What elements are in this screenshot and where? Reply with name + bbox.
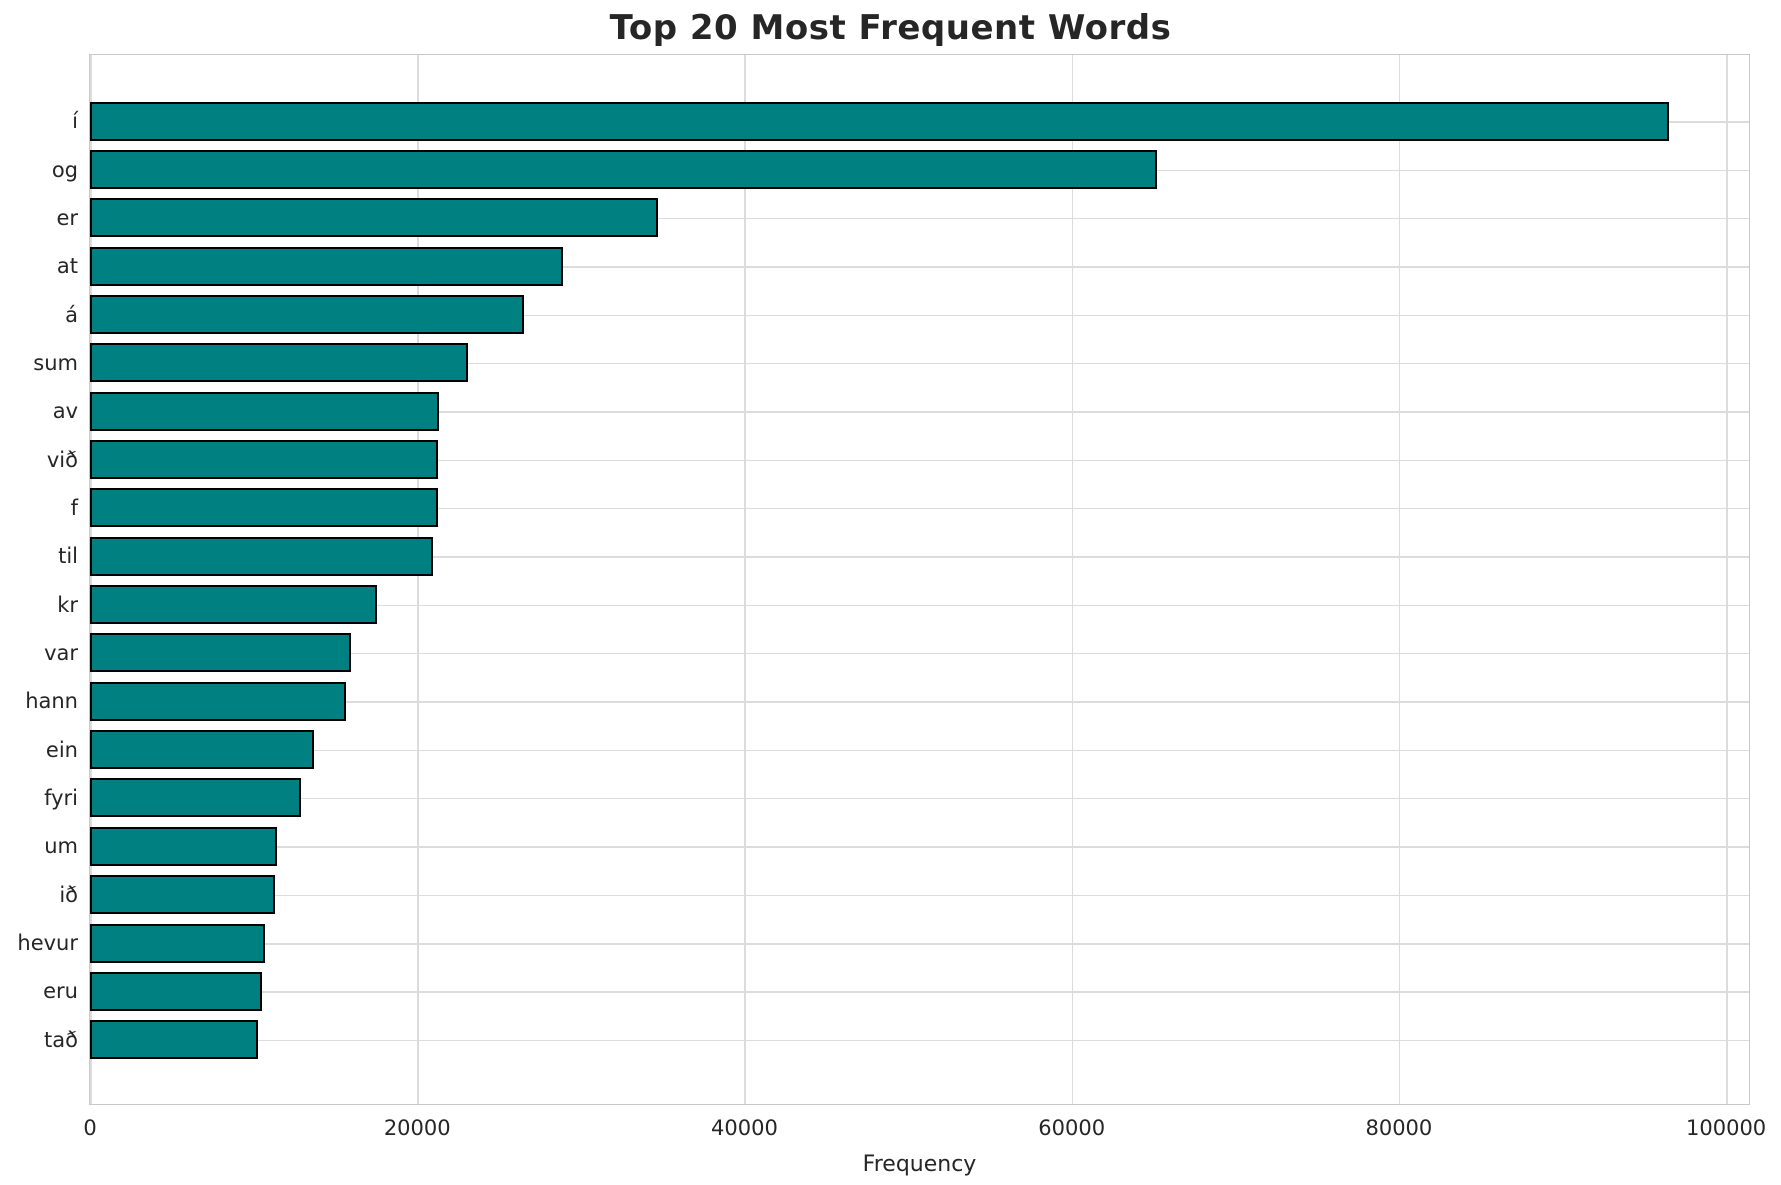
horizontal-gridline — [90, 217, 1749, 220]
bar-row: ið — [59, 871, 1749, 919]
bar-til — [90, 536, 433, 576]
horizontal-gridline — [90, 749, 1749, 752]
horizontal-gridline — [90, 797, 1749, 800]
bar-tað — [90, 1020, 258, 1060]
bar-row: ein — [46, 725, 1749, 773]
bar-row: eru — [43, 967, 1749, 1015]
bar-ein — [90, 730, 315, 770]
y-tick-label: og — [51, 157, 78, 182]
y-tick-label: er — [56, 205, 78, 230]
bar-row: tað — [44, 1016, 1749, 1064]
bar-hann — [90, 681, 347, 721]
bar-row: sum — [33, 339, 1749, 387]
horizontal-gridline — [90, 1039, 1749, 1042]
vertical-gridline — [417, 55, 419, 1104]
chart-title: Top 20 Most Frequent Words — [609, 8, 1172, 48]
bar-sum — [90, 343, 468, 383]
horizontal-gridline — [90, 701, 1749, 703]
bar-f — [90, 488, 438, 528]
bar-row: var — [44, 629, 1749, 677]
bar-ið — [90, 875, 275, 915]
x-tick-label: 60000 — [1038, 1116, 1106, 1140]
bar-row: kr — [57, 580, 1749, 628]
bar-row: og — [52, 145, 1749, 193]
horizontal-gridline — [90, 894, 1749, 897]
bar-row: fyri — [44, 774, 1749, 822]
bar-við — [90, 440, 439, 480]
horizontal-gridline — [90, 556, 1749, 558]
y-tick-label: ein — [45, 737, 78, 762]
bar-fyri — [90, 778, 302, 818]
y-tick-label: til — [58, 544, 78, 569]
vertical-gridline — [1398, 55, 1401, 1104]
vertical-gridline — [1726, 55, 1728, 1104]
horizontal-gridline — [90, 459, 1749, 462]
y-tick-label: var — [44, 640, 78, 665]
y-tick-label: ið — [59, 882, 78, 907]
horizontal-gridline — [90, 991, 1749, 993]
bar-á — [90, 295, 524, 335]
y-tick-label: um — [44, 834, 78, 859]
y-tick-label: av — [52, 399, 78, 424]
bar-var — [90, 633, 351, 673]
y-tick-label: sum — [33, 350, 78, 375]
horizontal-gridline — [90, 362, 1749, 365]
bar-av — [90, 391, 440, 431]
horizontal-gridline — [90, 846, 1749, 848]
bar-row: við — [47, 435, 1749, 483]
bar-row: til — [58, 532, 1749, 580]
horizontal-gridline — [90, 411, 1749, 413]
vertical-gridline — [90, 55, 92, 1104]
bar-rows: í og er at á sum av við f til kr var hann ein fyri um ið… — [17, 55, 1749, 1104]
bar-er — [90, 198, 658, 238]
bar-row: av — [53, 387, 1749, 435]
y-tick-label: tað — [44, 1027, 78, 1052]
x-tick-label: 80000 — [1365, 1116, 1433, 1140]
bar-row: á — [65, 290, 1749, 338]
bar-row: í — [72, 97, 1749, 145]
x-tick-label: 0 — [83, 1116, 97, 1140]
bar-row: hevur — [17, 919, 1749, 967]
x-tick-label: 40000 — [711, 1116, 778, 1140]
y-tick-label: hevur — [17, 931, 78, 956]
vertical-gridline — [1071, 55, 1074, 1104]
bar-kr — [90, 585, 378, 625]
bar-row: er — [56, 194, 1749, 242]
x-tick-label: 100000 — [1686, 1116, 1767, 1140]
bar-row: f — [71, 484, 1749, 532]
bar-um — [90, 826, 278, 866]
y-tick-label: á — [65, 302, 78, 327]
horizontal-gridline — [90, 314, 1749, 317]
bar-hevur — [90, 923, 266, 963]
bar-row: hann — [25, 677, 1749, 725]
plot-area: í og er at á sum av við f til kr var hann ein fyri um ið… — [17, 54, 1766, 1177]
y-tick-label: f — [70, 495, 78, 520]
horizontal-gridline — [90, 943, 1749, 945]
bar-og — [90, 150, 1157, 190]
bar-row: um — [44, 822, 1749, 870]
horizontal-gridline — [90, 652, 1749, 655]
y-tick-label: í — [72, 109, 78, 134]
horizontal-gridline — [90, 507, 1749, 510]
bar-at — [90, 246, 563, 286]
x-tick-label: 20000 — [383, 1116, 451, 1140]
y-tick-label: at — [56, 254, 78, 279]
bar-í — [90, 101, 1669, 141]
bar-row: at — [57, 242, 1749, 290]
y-tick-label: hann — [25, 689, 78, 714]
x-axis-label: Frequency — [862, 1152, 977, 1177]
horizontal-gridline — [90, 604, 1749, 607]
vertical-gridline — [744, 55, 746, 1104]
y-tick-label: kr — [57, 592, 78, 617]
y-tick-label: eru — [43, 979, 78, 1004]
bar-eru — [90, 971, 262, 1011]
y-tick-label: fyri — [44, 785, 78, 810]
horizontal-gridline — [90, 266, 1749, 268]
y-tick-label: við — [46, 447, 78, 472]
